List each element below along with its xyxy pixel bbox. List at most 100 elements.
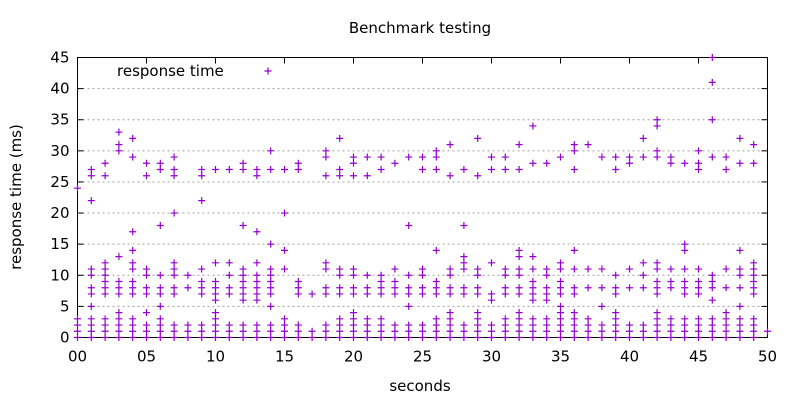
data-point xyxy=(225,327,233,335)
data-point xyxy=(350,172,357,180)
data-point xyxy=(543,315,551,323)
chart-title: Benchmark testing xyxy=(349,19,491,37)
data-point xyxy=(474,284,482,292)
data-point xyxy=(156,321,164,329)
y-tick-label: 10 xyxy=(50,266,69,284)
data-point xyxy=(156,271,164,279)
data-point xyxy=(267,240,275,248)
data-point xyxy=(156,315,164,323)
data-point xyxy=(557,265,564,273)
data-points xyxy=(74,54,771,341)
data-point xyxy=(722,327,730,335)
data-point xyxy=(446,290,454,298)
data-point xyxy=(419,166,426,173)
data-point xyxy=(612,315,620,323)
data-point xyxy=(432,166,440,173)
data-point xyxy=(515,246,523,254)
data-point xyxy=(350,290,357,298)
data-point xyxy=(322,259,330,267)
data-point xyxy=(695,159,702,167)
data-point xyxy=(515,309,523,317)
data-point xyxy=(557,315,564,323)
data-point xyxy=(281,327,288,335)
data-point xyxy=(515,271,523,279)
data-point xyxy=(667,159,675,167)
data-point xyxy=(515,253,523,261)
data-point xyxy=(543,284,551,292)
data-point xyxy=(653,321,661,329)
data-point xyxy=(570,309,578,317)
data-point xyxy=(239,327,247,335)
data-point xyxy=(115,141,123,149)
y-tick-label: 25 xyxy=(50,173,69,191)
data-point xyxy=(667,153,675,161)
data-point xyxy=(322,334,330,341)
data-point xyxy=(391,278,399,285)
data-point xyxy=(543,296,551,304)
x-tick-label: 00 xyxy=(68,348,87,366)
data-point xyxy=(695,321,702,329)
data-point xyxy=(681,265,689,273)
data-point xyxy=(405,334,413,341)
data-point xyxy=(212,321,219,329)
data-point xyxy=(722,265,730,273)
data-point xyxy=(653,147,661,155)
data-point xyxy=(736,265,744,273)
legend: response time xyxy=(117,62,272,80)
data-point xyxy=(557,309,564,317)
data-point xyxy=(253,296,261,304)
data-point xyxy=(350,334,357,341)
y-tick-label: 40 xyxy=(50,80,69,98)
data-point xyxy=(336,321,344,329)
data-point xyxy=(681,159,689,167)
data-point xyxy=(391,334,399,341)
data-point xyxy=(529,122,537,130)
data-point xyxy=(529,253,537,261)
data-point xyxy=(267,284,275,292)
data-point xyxy=(391,284,399,292)
data-point xyxy=(736,327,744,335)
data-point xyxy=(391,159,399,167)
data-point xyxy=(377,315,385,323)
data-point xyxy=(695,315,702,323)
data-point xyxy=(446,265,454,273)
data-point xyxy=(501,166,509,173)
data-point xyxy=(667,284,675,292)
data-point xyxy=(377,166,385,173)
data-point xyxy=(336,172,344,180)
data-point xyxy=(708,315,716,323)
data-point xyxy=(267,321,275,329)
data-point xyxy=(543,265,551,273)
data-point xyxy=(350,153,357,161)
data-point xyxy=(212,166,219,173)
data-point xyxy=(639,271,647,279)
data-point xyxy=(143,159,150,167)
data-point xyxy=(253,321,261,329)
data-point xyxy=(198,334,206,341)
data-point xyxy=(170,166,178,173)
data-point xyxy=(377,278,385,285)
data-point xyxy=(198,197,206,205)
data-point xyxy=(446,172,454,180)
data-point xyxy=(529,159,537,167)
data-point xyxy=(350,271,357,279)
data-point xyxy=(722,334,730,341)
data-point xyxy=(529,296,537,304)
data-point xyxy=(87,334,95,341)
data-point xyxy=(253,172,261,180)
data-point xyxy=(253,228,261,236)
data-point xyxy=(363,327,371,335)
data-point xyxy=(639,334,647,341)
data-point xyxy=(170,327,178,335)
data-point xyxy=(612,309,620,317)
y-tick-label: 35 xyxy=(50,111,69,129)
data-point xyxy=(584,265,592,273)
data-point xyxy=(322,327,330,335)
data-point xyxy=(239,284,247,292)
data-point xyxy=(515,334,523,341)
data-point xyxy=(239,334,247,341)
data-point xyxy=(736,321,744,329)
data-point xyxy=(294,321,302,329)
data-point xyxy=(294,327,302,335)
